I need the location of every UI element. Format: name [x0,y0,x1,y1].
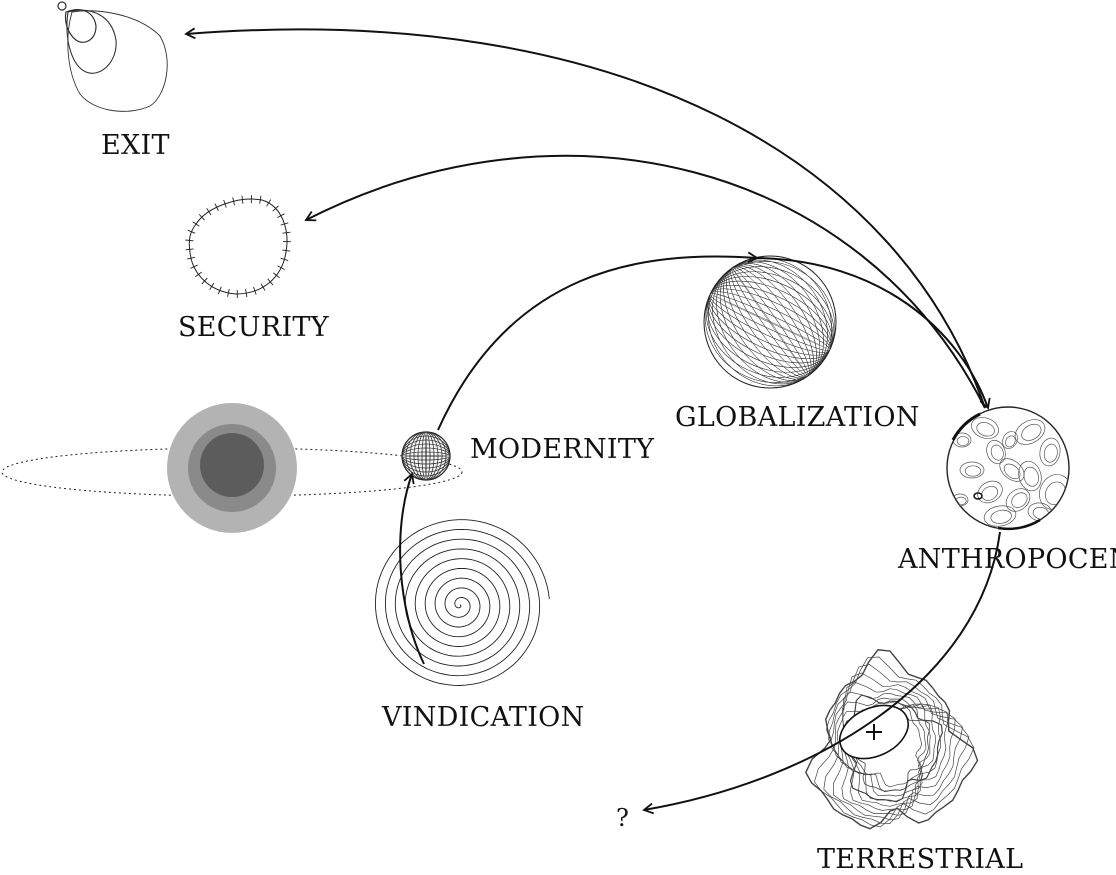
exit-icon [58,2,167,111]
arrow-to-exit [186,29,985,408]
label-modernity: MODERNITY [470,436,654,463]
terrestrial-icon [806,650,978,829]
security-icon [185,195,291,298]
label-exit: EXIT [101,132,170,159]
label-globalization: GLOBALIZATION [675,404,920,431]
arrow-to-security [306,156,985,408]
modernity-icon [402,432,450,480]
anthropocene-icon [947,407,1076,529]
arrow-globalization-to-anthropocene [757,258,988,408]
vindication-icon [375,520,549,686]
label-vindication: VINDICATION [382,704,585,731]
arrow-vindication-to-modernity [400,474,424,664]
label-terrestrial: TERRESTRIAL [817,846,1023,873]
label-unknown: ? [616,806,629,830]
label-security: SECURITY [178,314,329,341]
origin-icon [2,403,462,533]
label-anthropocene: ANTHROPOCENE [898,546,1116,573]
